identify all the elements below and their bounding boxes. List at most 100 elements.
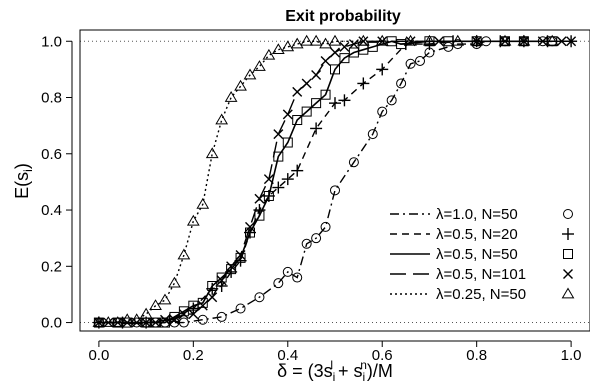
- data-point-cross: [150, 317, 161, 328]
- y-axis-label: E(si): [12, 163, 35, 199]
- data-point-square: [245, 227, 255, 238]
- data-point-circle: [301, 238, 312, 249]
- data-point-cross: [207, 292, 218, 303]
- legend-marker-circle: [563, 209, 573, 219]
- data-point-triangle: [177, 248, 191, 260]
- data-point-cross: [160, 314, 170, 325]
- data-point-triangle: [451, 34, 465, 46]
- data-point-circle: [178, 317, 189, 328]
- data-point-cross: [178, 309, 189, 320]
- x-tick-label: 0.4: [277, 347, 298, 364]
- data-point-circle: [273, 278, 284, 289]
- data-point-circle: [311, 233, 322, 244]
- data-point-triangle: [375, 34, 389, 46]
- svg-text:δ = (3sil + sin)/M: δ = (3sil + sin)/M: [277, 358, 393, 384]
- data-point-circle: [396, 78, 407, 89]
- legend-marker-triangle: [561, 287, 575, 299]
- data-point-square: [169, 311, 180, 322]
- data-point-square: [424, 36, 435, 47]
- data-point-circle: [367, 129, 378, 140]
- legend-label: λ=0.5, N=50: [436, 246, 518, 263]
- data-point-triangle: [517, 34, 531, 46]
- x-tick-label: 0.2: [183, 347, 204, 364]
- data-point-square: [339, 53, 350, 64]
- y-tick-label: 0.8: [41, 90, 62, 107]
- legend-entry: λ=0.5, N=20: [390, 226, 574, 243]
- series-markers: [92, 34, 578, 329]
- y-tick-label: 0.2: [41, 258, 62, 275]
- data-point-triangle: [139, 307, 153, 319]
- data-point-square: [93, 317, 104, 328]
- data-point-cross: [405, 36, 416, 47]
- data-point-triangle: [545, 34, 559, 46]
- data-point-square: [197, 297, 208, 308]
- data-point-triangle: [168, 276, 181, 288]
- data-point-square: [254, 210, 265, 221]
- data-point-circle: [443, 41, 454, 52]
- x-axis: 0.0 0.2 0.4 0.6 0.8 1.0: [88, 340, 582, 364]
- data-point-plus: [376, 63, 389, 76]
- data-point-circle: [330, 185, 340, 196]
- data-point-plus: [272, 181, 285, 194]
- data-point-square: [471, 36, 482, 47]
- data-point-cross: [141, 317, 152, 328]
- data-point-square: [518, 36, 529, 47]
- data-point-cross: [301, 78, 312, 89]
- svg-text:E(si): E(si): [12, 163, 35, 199]
- data-point-cross: [254, 193, 265, 204]
- data-point-circle: [348, 157, 359, 168]
- legend-label: λ=0.5, N=101: [436, 266, 526, 283]
- data-point-triangle: [470, 34, 484, 46]
- data-point-triangle: [111, 316, 125, 327]
- data-point-cross: [339, 41, 350, 52]
- data-point-cross: [226, 261, 237, 272]
- data-point-plus: [338, 94, 351, 107]
- data-point-square: [547, 36, 558, 47]
- data-point-plus: [281, 173, 294, 186]
- data-point-triangle: [423, 34, 436, 46]
- chart-title: Exit probability: [285, 8, 401, 25]
- data-point-square: [273, 151, 284, 162]
- legend-marker-plus: [562, 228, 574, 240]
- data-point-triangle: [224, 91, 238, 102]
- data-point-cross: [273, 129, 284, 140]
- x-tick-label: 1.0: [561, 347, 582, 364]
- data-point-triangle: [243, 68, 257, 80]
- data-point-triangle: [205, 147, 219, 159]
- x-tick-label: 0.6: [372, 347, 393, 364]
- data-point-triangle: [281, 40, 295, 52]
- data-point-circle: [377, 106, 388, 117]
- data-point-cross: [292, 86, 303, 97]
- data-point-triangle: [158, 293, 172, 305]
- data-point-square: [207, 280, 218, 291]
- data-point-cross: [348, 39, 359, 50]
- data-point-triangle: [404, 34, 417, 46]
- data-point-square: [301, 106, 312, 117]
- data-point-circle: [282, 266, 293, 277]
- series-line-5: [98, 40, 553, 324]
- data-point-cross: [377, 36, 388, 47]
- legend-marker-cross: [563, 269, 573, 279]
- data-point-triangle: [130, 313, 144, 325]
- data-point-cross: [216, 275, 227, 286]
- data-point-cross: [471, 36, 482, 47]
- x-tick-label: 0.0: [88, 347, 109, 364]
- legend-marker-square: [563, 249, 573, 259]
- y-tick-label: 0.6: [41, 146, 62, 163]
- data-point-circle: [197, 314, 208, 325]
- data-point-triangle: [498, 34, 512, 46]
- data-point-square: [367, 41, 378, 52]
- data-point-square: [443, 36, 454, 47]
- data-point-square: [160, 317, 170, 328]
- data-point-cross: [103, 317, 114, 328]
- data-point-circle: [386, 95, 397, 106]
- data-point-circle: [216, 311, 227, 322]
- data-point-square: [320, 89, 331, 100]
- data-point-triangle: [309, 34, 323, 46]
- data-point-square: [500, 36, 510, 47]
- data-point-triangle: [196, 197, 210, 209]
- data-point-triangle: [356, 34, 370, 46]
- x-axis-label: δ = (3sil + sin)/M: [277, 358, 393, 384]
- legend-entry: λ=0.25, N=50: [390, 286, 575, 303]
- data-point-square: [178, 306, 189, 317]
